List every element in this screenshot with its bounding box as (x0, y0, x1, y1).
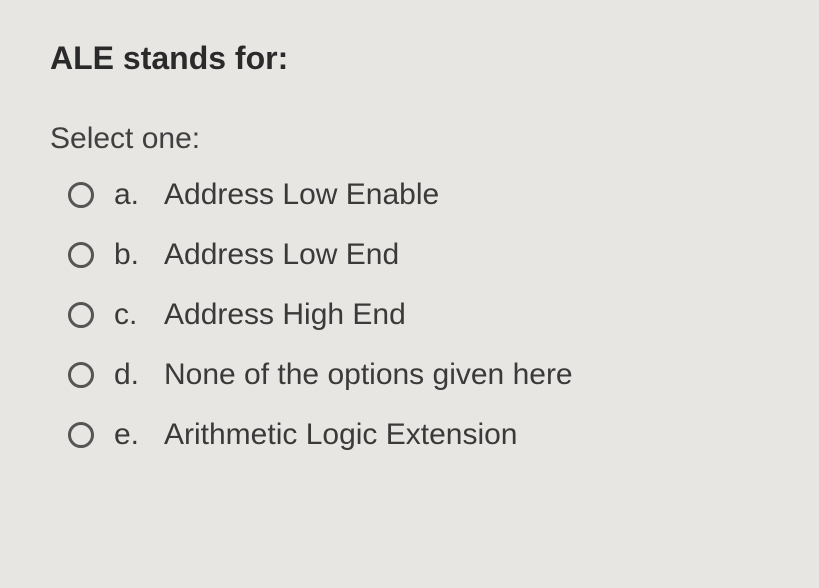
option-b[interactable]: b. Address Low End (68, 238, 779, 272)
option-e[interactable]: e. Arithmetic Logic Extension (68, 418, 779, 452)
option-letter: a. (114, 178, 164, 212)
radio-icon (68, 302, 94, 328)
question-title: ALE stands for: (50, 40, 779, 77)
option-text: Address Low Enable (164, 178, 439, 212)
radio-icon (68, 182, 94, 208)
options-list: a. Address Low Enable b. Address Low End… (50, 178, 779, 452)
option-letter: d. (114, 358, 164, 392)
option-text: Address High End (164, 298, 406, 332)
radio-icon (68, 422, 94, 448)
option-d[interactable]: d. None of the options given here (68, 358, 779, 392)
option-text: Address Low End (164, 238, 399, 272)
option-letter: c. (114, 298, 164, 332)
option-text: Arithmetic Logic Extension (164, 418, 518, 452)
option-c[interactable]: c. Address High End (68, 298, 779, 332)
radio-icon (68, 242, 94, 268)
select-prompt: Select one: (50, 122, 779, 156)
option-letter: b. (114, 238, 164, 272)
radio-icon (68, 362, 94, 388)
option-a[interactable]: a. Address Low Enable (68, 178, 779, 212)
option-text: None of the options given here (164, 358, 573, 392)
option-letter: e. (114, 418, 164, 452)
